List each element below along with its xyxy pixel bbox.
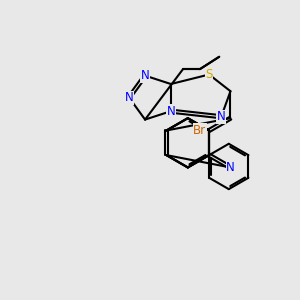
Text: N: N <box>141 69 149 82</box>
Text: S: S <box>206 68 213 81</box>
Text: Br: Br <box>193 124 206 137</box>
Text: N: N <box>125 91 134 104</box>
Text: N: N <box>217 110 226 123</box>
Text: N: N <box>226 161 235 174</box>
Text: N: N <box>167 105 175 118</box>
